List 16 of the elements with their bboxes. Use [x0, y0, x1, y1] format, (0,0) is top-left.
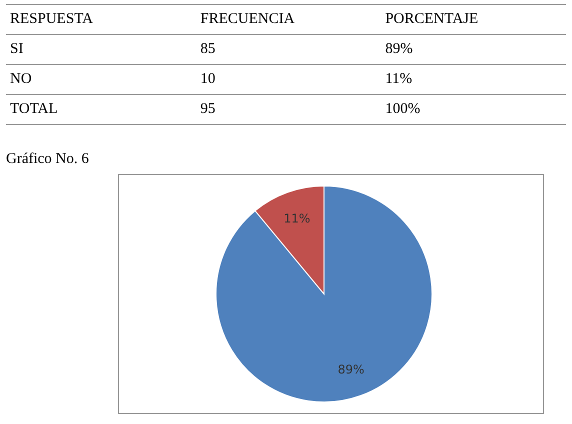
text: 100% — [381, 94, 566, 124]
pie-slice — [216, 186, 432, 402]
text: 85 — [196, 34, 382, 64]
text: 10 — [196, 64, 382, 94]
data-label: 11% — [284, 212, 310, 226]
text: SI — [6, 34, 196, 64]
text: 95 — [196, 94, 382, 124]
text: 11% — [381, 64, 566, 94]
text: RESPUESTA — [6, 4, 196, 34]
text: 89% — [381, 34, 566, 64]
text: NO — [6, 64, 196, 94]
text: Gráfico No. 6 — [6, 151, 90, 168]
data-label: 89% — [338, 362, 364, 376]
text: TOTAL — [6, 94, 196, 124]
text: PORCENTAJE — [381, 4, 566, 34]
text: FRECUENCIA — [196, 4, 382, 34]
